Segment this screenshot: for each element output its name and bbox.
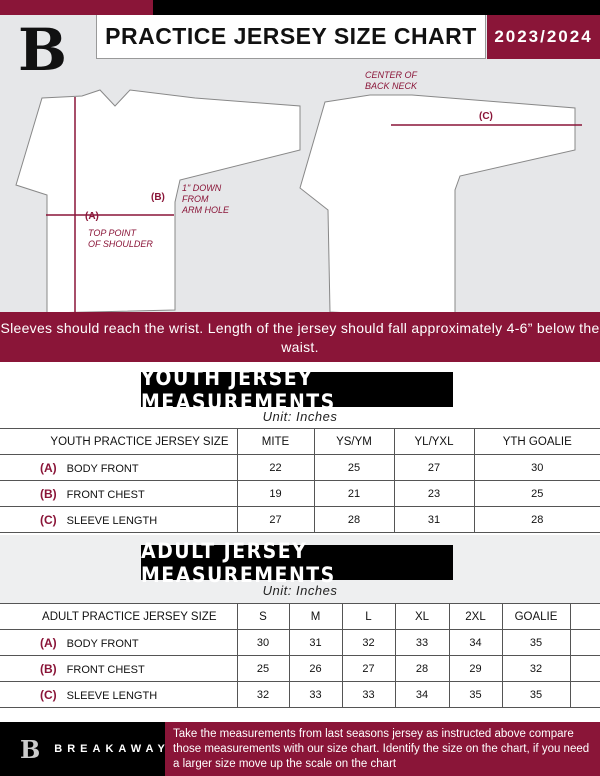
table-row: (A) BODY FRONT 30 31 32 33 34 35 [0, 629, 600, 656]
cell: 34 [394, 681, 450, 708]
cell: 33 [394, 629, 450, 656]
cell: 35 [448, 681, 503, 708]
cell: 25 [313, 454, 395, 481]
table-row: (C) SLEEVE LENGTH 32 33 33 34 35 35 [0, 681, 600, 708]
table-header-row: YOUTH PRACTICE JERSEY SIZE MITE YS/YM YL… [0, 428, 600, 455]
cell: 27 [236, 506, 315, 533]
youth-section-title: YOUTH JERSEY MEASUREMENTS [141, 366, 453, 414]
cell: 22 [236, 454, 315, 481]
row-label: SLEEVE LENGTH [66, 514, 158, 527]
row-label: BODY FRONT [66, 462, 139, 475]
cell: 19 [236, 480, 315, 507]
size-header: YL/YXL [393, 428, 475, 455]
row-letter: (B) [40, 661, 57, 676]
cell: 33 [288, 681, 343, 708]
table-header-row: ADULT PRACTICE JERSEY SIZE S M L XL 2XL … [0, 603, 600, 630]
adult-header-label: ADULT PRACTICE JERSEY SIZE [0, 603, 238, 630]
cell: 30 [473, 454, 600, 481]
cell: 32 [501, 655, 571, 682]
top-black-bar [153, 0, 600, 15]
cell: 27 [341, 655, 396, 682]
brand-name: BREAKAWAY [54, 743, 170, 755]
row-letter: (C) [40, 687, 57, 702]
cell: 26 [288, 655, 343, 682]
row-letter: (B) [40, 486, 57, 501]
cell: 32 [341, 629, 396, 656]
cell: 33 [341, 681, 396, 708]
youth-size-table: YOUTH PRACTICE JERSEY SIZE MITE YS/YM YL… [0, 428, 600, 533]
adult-size-table: ADULT PRACTICE JERSEY SIZE S M L XL 2XL … [0, 603, 600, 708]
breakaway-logo-icon: B [20, 734, 41, 764]
footer-brand: B BREAKAWAY [0, 722, 165, 776]
youth-header-label: YOUTH PRACTICE JERSEY SIZE [0, 428, 238, 455]
size-header: MITE [236, 428, 315, 455]
note-c: CENTER OF BACK NECK [365, 70, 418, 91]
cell: 31 [393, 506, 475, 533]
cell: 21 [313, 480, 395, 507]
footer-instructions: Take the measurements from last seasons … [165, 722, 600, 776]
size-header: 2XL [448, 603, 503, 630]
cell: 35 [501, 629, 571, 656]
row-letter: (C) [40, 512, 57, 527]
marker-b: (B) [151, 192, 165, 203]
size-header: YS/YM [313, 428, 395, 455]
adult-section-title: ADULT JERSEY MEASUREMENTS [141, 539, 453, 587]
row-label: BODY FRONT [66, 637, 139, 650]
cell: 25 [473, 480, 600, 507]
cell: 30 [236, 629, 290, 656]
instruction-banner: Sleeves should reach the wrist. Length o… [0, 312, 600, 362]
cell: 31 [288, 629, 343, 656]
marker-c: (C) [479, 111, 493, 122]
cell: 32 [236, 681, 290, 708]
size-header: GOALIE [501, 603, 571, 630]
front-jersey [15, 89, 301, 314]
diagram-area [0, 15, 600, 319]
cell: 29 [448, 655, 503, 682]
adult-unit-label: Unit: Inches [262, 583, 338, 598]
row-label: SLEEVE LENGTH [66, 689, 158, 702]
cell: 23 [393, 480, 475, 507]
breakaway-logo: B [18, 16, 68, 84]
cell: 34 [448, 629, 503, 656]
size-header: S [236, 603, 290, 630]
table-row: (B) FRONT CHEST 25 26 27 28 29 32 [0, 655, 600, 682]
cell: 35 [501, 681, 571, 708]
marker-a: (A) [85, 211, 99, 222]
youth-unit-label: Unit: Inches [262, 409, 338, 424]
table-row: (A) BODY FRONT 22 25 27 30 [0, 454, 600, 481]
table-row: (B) FRONT CHEST 19 21 23 25 [0, 480, 600, 507]
table-row: (C) SLEEVE LENGTH 27 28 31 28 [0, 506, 600, 533]
row-label: FRONT CHEST [66, 488, 145, 501]
cell: 28 [313, 506, 395, 533]
size-header: M [288, 603, 343, 630]
row-label: FRONT CHEST [66, 663, 145, 676]
cell: 28 [394, 655, 450, 682]
note-b: 1" DOWN FROM ARM HOLE [182, 183, 230, 215]
jersey-diagrams [15, 89, 582, 319]
row-letter: (A) [40, 460, 57, 475]
size-header: L [341, 603, 396, 630]
top-accent-bar [0, 0, 153, 15]
cell: 27 [393, 454, 475, 481]
row-letter: (A) [40, 635, 57, 650]
size-header: XL [394, 603, 450, 630]
season-badge: 2023/2024 [487, 15, 600, 59]
cell: 25 [236, 655, 290, 682]
size-header: YTH GOALIE [473, 428, 600, 455]
cell: 28 [473, 506, 600, 533]
back-jersey [299, 94, 576, 319]
note-a: TOP POINT OF SHOULDER [88, 228, 153, 249]
page-title: PRACTICE JERSEY SIZE CHART [96, 15, 486, 59]
